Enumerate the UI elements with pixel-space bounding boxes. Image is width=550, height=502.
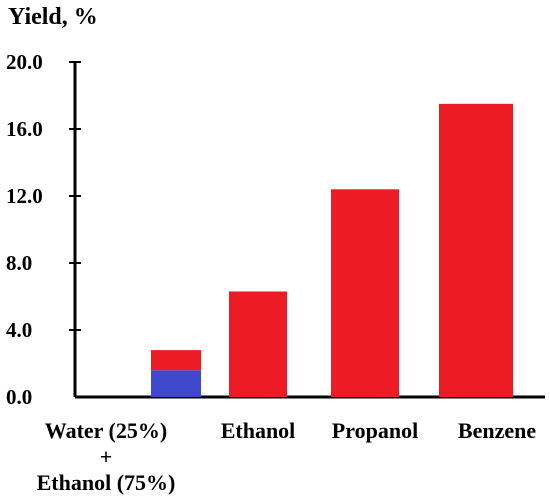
x-category-label: Water (25%)	[45, 418, 167, 443]
bar-segment	[151, 370, 201, 397]
bar-segment	[151, 350, 201, 371]
y-tick-label: 8.0	[6, 251, 32, 275]
x-category-label: Propanol	[332, 418, 418, 443]
bars	[151, 103, 513, 397]
bar-segment	[439, 103, 513, 397]
y-tick-label: 4.0	[6, 318, 32, 342]
x-category-label: Benzene	[458, 418, 536, 443]
y-axis-label: Yield, %	[8, 4, 98, 30]
bar-segment	[229, 291, 287, 397]
y-axis-ticks: 0.0 4.0 8.0 12.0 16.0 20.0	[6, 50, 81, 409]
x-category-label: Ethanol (75%)	[37, 470, 176, 495]
y-tick-label: 16.0	[6, 117, 43, 141]
y-tick-label: 0.0	[6, 385, 32, 409]
bar-segment	[331, 189, 399, 397]
x-category-label: +	[100, 444, 113, 469]
y-tick-label: 20.0	[6, 50, 43, 74]
y-tick-label: 12.0	[6, 184, 43, 208]
x-axis-labels: Water (25%)+Ethanol (75%) Ethanol Propanol…	[37, 418, 537, 495]
x-category-label: Ethanol	[221, 418, 296, 443]
